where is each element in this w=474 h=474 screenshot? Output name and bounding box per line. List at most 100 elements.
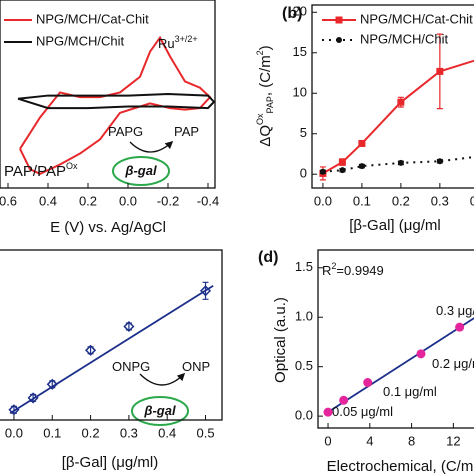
annotation-part: PAP/PAP (4, 163, 66, 180)
data-point (455, 322, 465, 332)
annotation-part: PAPG (108, 124, 143, 139)
annotation-part: R (322, 263, 331, 278)
y-axis-label-part: ΔQ (257, 125, 274, 147)
panel-label: (d) (258, 249, 278, 266)
enzyme-ring (131, 396, 189, 426)
annotation: β-gal (143, 403, 176, 418)
annotation-part: ONPG (112, 359, 150, 374)
x-tick-label: 0.4 (470, 193, 474, 208)
annotation: 0.1 μg/ml (383, 384, 437, 399)
y-axis-label-part: , (C/m (257, 55, 274, 96)
x-axis-label: Electrochemical, (C/m (327, 458, 474, 474)
data-point (436, 67, 444, 75)
data-point (8, 404, 20, 416)
data-point (199, 285, 212, 297)
x-axis-label: E (V) vs. Ag/AgCl (50, 219, 166, 236)
x-tick-label: 12 (446, 433, 460, 448)
annotation-part: Ru (158, 36, 175, 51)
data-point (358, 163, 365, 170)
x-tick-label: 0.4 (158, 425, 176, 440)
legend-label: NPG/MCH/Cat-Chit (360, 11, 473, 26)
data-point (436, 158, 443, 165)
y-axis-label-part: Ox (255, 113, 265, 125)
y-tick-label: 1.5 (295, 259, 313, 274)
x-axis-label: [β-Gal] (μg/ml (349, 217, 440, 234)
data-point (416, 349, 426, 359)
annotation-part: 2 (331, 261, 336, 271)
data-point (323, 407, 333, 417)
x-tick-label: 0.2 (392, 193, 410, 208)
y-tick-label: 1.0 (295, 309, 313, 324)
data-point (397, 98, 405, 106)
y-tick-label: 5 (300, 125, 307, 140)
y-tick-label: 0.5 (295, 358, 313, 373)
data-point (338, 158, 346, 166)
series-line (322, 59, 474, 175)
plot-frame (0, 0, 216, 189)
data-point (123, 320, 135, 333)
series-line (17, 92, 216, 110)
annotation-part: 0.05 μg/ml (332, 404, 393, 419)
legend-marker (335, 16, 343, 24)
fit-line (9, 284, 214, 414)
x-tick-label: 4 (366, 433, 373, 448)
x-axis-label: [β-Gal] (μg/ml) (62, 454, 158, 471)
annotation: 0.2 μg/ml (432, 356, 474, 371)
y-axis-label: ΔQOxPAP, (C/m2) (255, 45, 275, 146)
y-tick-label: 20 (293, 4, 307, 19)
data-point (358, 139, 366, 147)
data-point (85, 344, 97, 356)
annotation-part: 3+/2+ (175, 34, 198, 44)
annotation: β-gal (124, 163, 157, 178)
y-axis-label: Optical (a.u.) (272, 297, 289, 383)
annotation: R2=0.9949 (322, 261, 384, 278)
x-tick-label: 0.6 (0, 193, 17, 208)
y-tick-label: 0.0 (295, 408, 313, 423)
annotation: PAP/PAPOx (4, 161, 78, 180)
enzyme-ring (112, 156, 170, 186)
x-tick-label: 0.2 (79, 193, 97, 208)
x-tick-label: 0.1 (353, 193, 371, 208)
x-tick-label: 0 (324, 433, 331, 448)
annotation-part: 0.3 μg/ml (436, 303, 474, 318)
x-tick-label: -0.4 (197, 193, 219, 208)
x-tick-label: 0.2 (82, 425, 100, 440)
annotation-part: PAP (174, 124, 199, 139)
error-bar (202, 281, 209, 300)
annotation: 0.05 μg/ml (332, 404, 393, 419)
annotation-part: β-gal (143, 403, 176, 418)
legend-label: NPG/MCH/Cat-Chit (36, 11, 149, 26)
plot-frame (317, 249, 474, 429)
annotation: ONPG (112, 359, 150, 374)
annotation-part: =0.9949 (336, 263, 383, 278)
annotation: PAPG (108, 124, 143, 139)
x-tick-label: -0.2 (157, 193, 179, 208)
x-tick-label: 0.1 (43, 425, 61, 440)
y-axis-label-part: ) (257, 45, 274, 50)
annotation-part: Ox (66, 161, 78, 171)
y-axis-label-part: 2 (255, 50, 265, 55)
data-point (339, 167, 346, 174)
x-tick-label: 0.0 (119, 193, 137, 208)
y-axis-label-part: PAP (265, 96, 275, 113)
data-point (397, 159, 404, 166)
x-tick-label: 0.3 (120, 425, 138, 440)
series-line (19, 35, 212, 176)
legend-marker (336, 37, 342, 43)
y-axis-label-part: Optical (a.u.) (272, 297, 289, 383)
data-point (363, 378, 373, 388)
reaction-arrow (129, 140, 174, 153)
annotation-part: β-gal (124, 163, 157, 178)
data-point (27, 392, 39, 404)
y-tick-label: 15 (293, 44, 307, 59)
x-tick-label: 8 (408, 433, 415, 448)
plot-frame (0, 249, 223, 421)
annotation-part: 0.1 μg/ml (383, 384, 437, 399)
annotation-part: 0.2 μg/ml (432, 356, 474, 371)
plot-frame (311, 4, 474, 189)
x-tick-label: 0.4 (39, 193, 57, 208)
fit-line (324, 317, 474, 415)
x-tick-label: 0.5 (196, 425, 214, 440)
annotation: PAP (174, 124, 199, 139)
